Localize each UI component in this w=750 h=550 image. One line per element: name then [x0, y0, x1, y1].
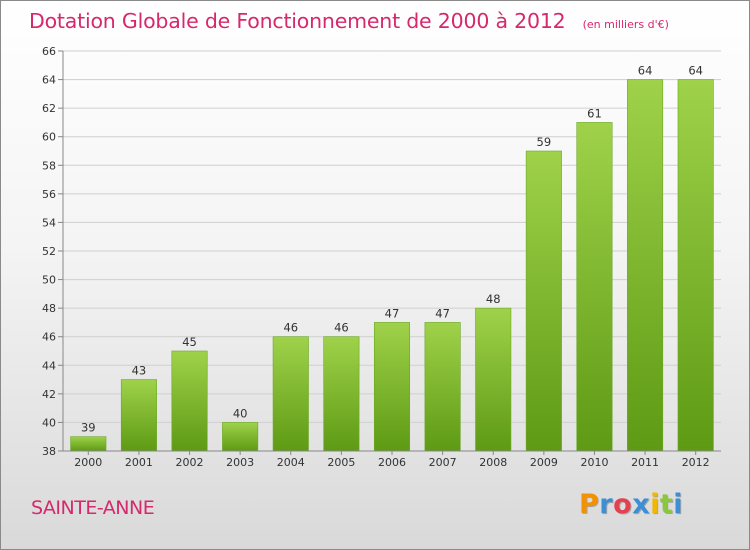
value-label-2007: 47: [435, 306, 450, 320]
x-tick-label-2007: 2007: [429, 456, 457, 469]
x-tick-label-2009: 2009: [530, 456, 558, 469]
bar-2005: [323, 336, 360, 452]
logo-letter: i: [673, 489, 684, 520]
bar-2011: [627, 79, 664, 452]
bar-2012: [677, 79, 714, 452]
bar-2000: [70, 436, 107, 452]
value-label-2009: 59: [537, 135, 552, 149]
x-tick-label-2008: 2008: [479, 456, 507, 469]
bar-2006: [373, 322, 411, 452]
value-label-2000: 39: [81, 421, 96, 435]
x-tick-label-2004: 2004: [277, 456, 305, 469]
value-label-2006: 47: [385, 306, 400, 320]
value-label-2005: 46: [334, 321, 349, 335]
x-tick-label-2012: 2012: [682, 456, 710, 469]
bar-2002: [171, 350, 208, 452]
value-label-2012: 64: [688, 64, 703, 78]
y-tick-label: 44: [42, 359, 56, 372]
y-tick-label: 54: [42, 216, 56, 229]
y-tick-label: 60: [42, 131, 56, 144]
y-tick-label: 38: [42, 445, 56, 458]
y-tick-label: 66: [42, 45, 56, 58]
x-tick-label-2005: 2005: [327, 456, 355, 469]
y-tick-label: 62: [42, 102, 56, 115]
bar-2007: [424, 322, 461, 452]
proxiti-logo: Proxiti: [579, 489, 683, 520]
bar-2003: [222, 422, 259, 452]
title-block: Dotation Globale de Fonctionnement de 20…: [29, 9, 669, 33]
logo-letter: r: [599, 489, 614, 520]
bar-2010: [576, 122, 613, 452]
y-tick-label: 58: [42, 159, 56, 172]
y-tick-label: 46: [42, 331, 56, 344]
chart-title: Dotation Globale de Fonctionnement de 20…: [29, 9, 566, 33]
bar-2004: [272, 336, 309, 452]
y-tick-label: 50: [42, 274, 56, 287]
y-tick-label: 56: [42, 188, 56, 201]
x-tick-label-2002: 2002: [176, 456, 204, 469]
value-label-2003: 40: [233, 406, 248, 420]
y-tick-label: 64: [42, 74, 56, 87]
y-tick-label: 42: [42, 388, 56, 401]
y-tick-label: 48: [42, 302, 56, 315]
bar-2001: [120, 379, 157, 452]
x-tick-label-2006: 2006: [378, 456, 406, 469]
y-tick-label: 52: [42, 245, 56, 258]
value-label-2010: 61: [587, 106, 602, 120]
value-label-2001: 43: [132, 364, 147, 378]
logo-letter: P: [579, 489, 600, 520]
logo-letter: t: [659, 489, 674, 520]
logo-letter: o: [613, 489, 633, 520]
logo-letter: x: [632, 489, 651, 520]
y-tick-label: 40: [42, 416, 56, 429]
logo-letter: i: [650, 489, 660, 520]
value-label-2008: 48: [486, 292, 501, 306]
value-label-2011: 64: [638, 64, 653, 78]
bar-2008: [475, 307, 512, 452]
value-label-2002: 45: [182, 335, 197, 349]
commune-name: SAINTE-ANNE: [31, 497, 155, 519]
x-tick-label-2011: 2011: [631, 456, 659, 469]
bar-2009: [525, 150, 562, 452]
x-tick-label-2010: 2010: [580, 456, 608, 469]
x-tick-label-2000: 2000: [74, 456, 102, 469]
x-tick-label-2003: 2003: [226, 456, 254, 469]
chart-subtitle: (en milliers d'€): [582, 18, 669, 31]
x-tick-label-2001: 2001: [125, 456, 153, 469]
value-label-2004: 46: [283, 321, 298, 335]
